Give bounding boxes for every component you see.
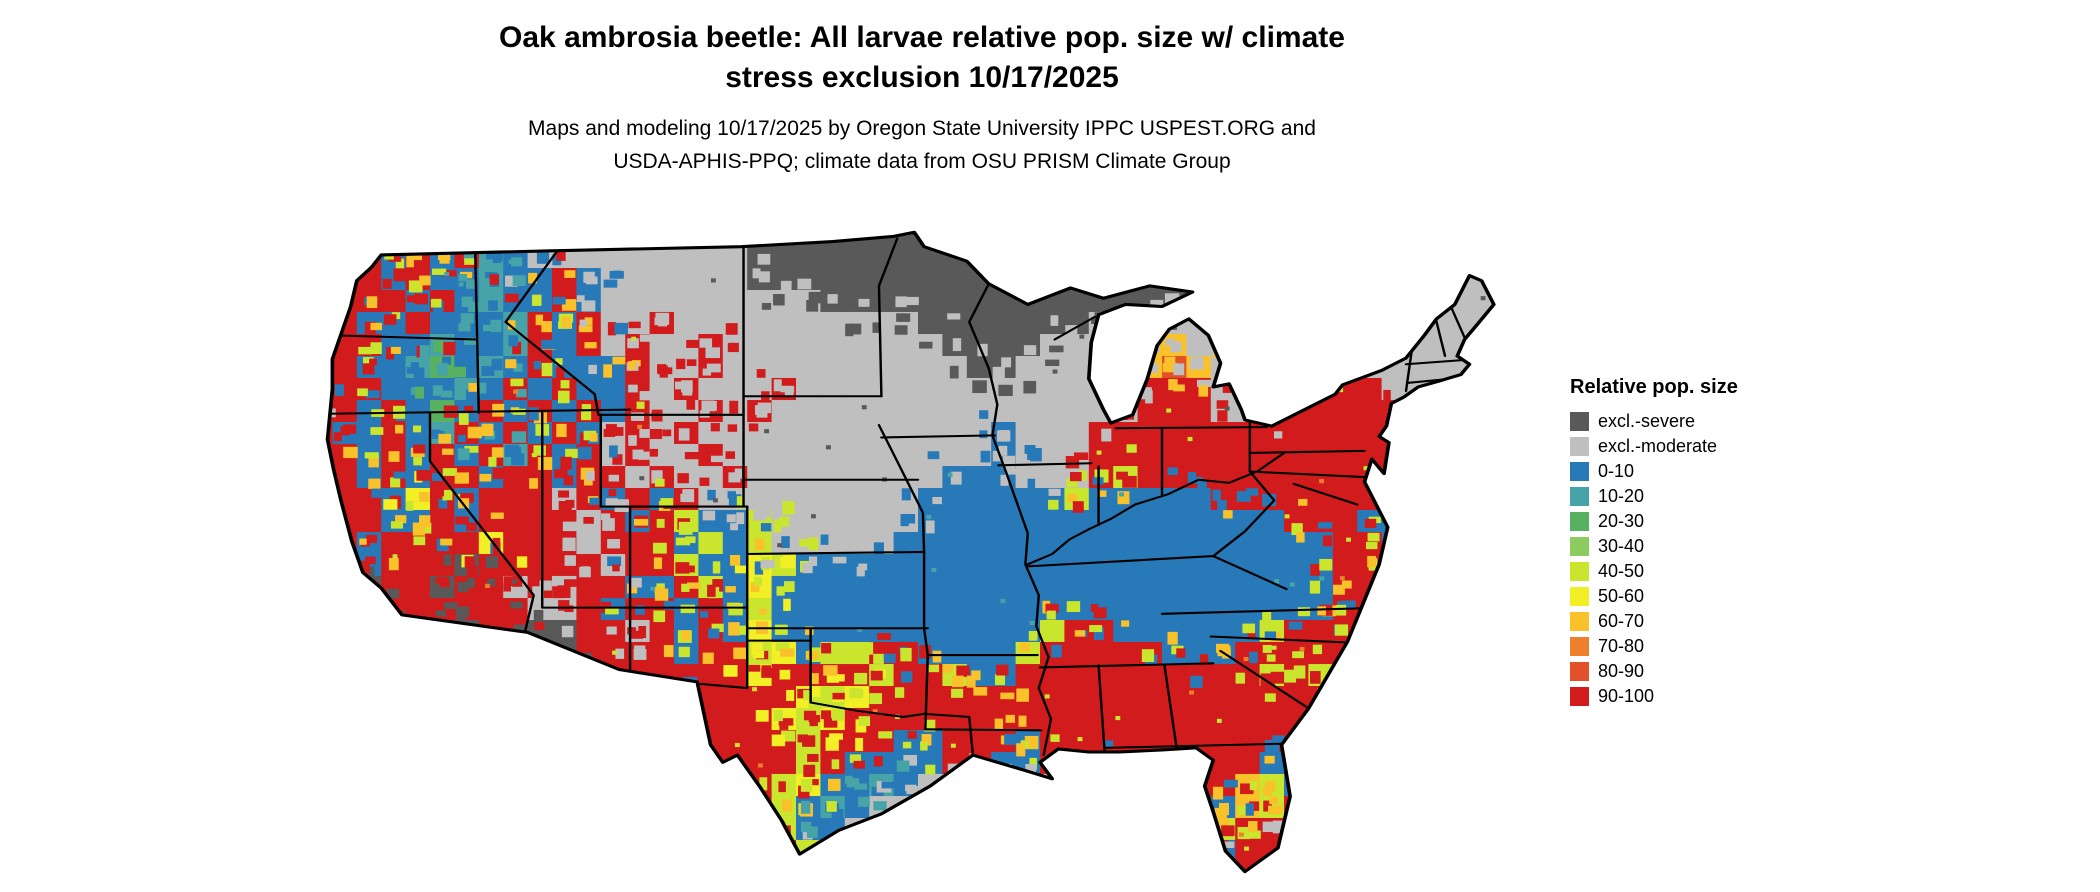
- legend-item: 30-40: [1570, 534, 1820, 559]
- legend-swatch: [1570, 462, 1589, 481]
- legend-item: 90-100: [1570, 684, 1820, 709]
- legend-swatch: [1570, 487, 1589, 506]
- legend-item-label: 70-80: [1598, 636, 1645, 656]
- legend-title: Relative pop. size: [1570, 376, 1738, 398]
- legend-swatch: [1570, 562, 1589, 581]
- legend-item: 40-50: [1570, 559, 1820, 584]
- legend-item: 10-20: [1570, 484, 1820, 509]
- us-choropleth-map: [325, 230, 1496, 874]
- legend-item-label: 80-90: [1598, 661, 1645, 681]
- legend-item: 20-30: [1570, 509, 1820, 534]
- map-title-line1: Oak ambrosia beetle: All larvae relative…: [499, 21, 1345, 54]
- map-title: Oak ambrosia beetle: All larvae relative…: [0, 18, 1844, 98]
- legend-item: 70-80: [1570, 634, 1820, 659]
- map-subtitle-line2: USDA-APHIS-PPQ; climate data from OSU PR…: [613, 150, 1231, 173]
- population-raster: [327, 232, 1494, 872]
- legend-swatch: [1570, 637, 1589, 656]
- legend-swatch: [1570, 687, 1589, 706]
- legend-swatch: [1570, 612, 1589, 631]
- legend: Relative pop. size excl.-severe excl.-mod…: [1570, 376, 1820, 709]
- legend-swatch: [1570, 512, 1589, 531]
- legend-item: 50-60: [1570, 584, 1820, 609]
- header: Oak ambrosia beetle: All larvae relative…: [0, 18, 1844, 178]
- legend-swatch: [1570, 537, 1589, 556]
- us-outline: [325, 230, 1496, 874]
- legend-item: excl.-moderate: [1570, 434, 1820, 459]
- legend-item: 80-90: [1570, 659, 1820, 684]
- map-title-line2: stress exclusion 10/17/2025: [725, 61, 1119, 94]
- legend-item-label: 90-100: [1598, 686, 1655, 706]
- legend-item-label: excl.-severe: [1598, 411, 1696, 431]
- map-subtitle: Maps and modeling 10/17/2025 by Oregon S…: [0, 112, 1844, 178]
- legend-item: excl.-severe: [1570, 409, 1820, 434]
- legend-list: excl.-severe excl.-moderate 0-10 10-20 20-30…: [1570, 409, 1820, 709]
- us-map-container: [308, 224, 1528, 884]
- legend-item-label: 0-10: [1598, 461, 1635, 481]
- map-subtitle-line1: Maps and modeling 10/17/2025 by Oregon S…: [528, 117, 1316, 140]
- legend-item: 60-70: [1570, 609, 1820, 634]
- legend-item-label: 20-30: [1598, 511, 1645, 531]
- state-borders: [327, 237, 1466, 757]
- legend-swatch: [1570, 437, 1589, 456]
- legend-swatch: [1570, 587, 1589, 606]
- legend-item-label: 10-20: [1598, 486, 1645, 506]
- legend-item-label: 30-40: [1598, 536, 1645, 556]
- legend-item: 0-10: [1570, 459, 1820, 484]
- legend-item-label: 60-70: [1598, 611, 1645, 631]
- legend-swatch: [1570, 662, 1589, 681]
- legend-item-label: 50-60: [1598, 586, 1645, 606]
- legend-item-label: 40-50: [1598, 561, 1645, 581]
- legend-item-label: excl.-moderate: [1598, 436, 1718, 456]
- legend-swatch: [1570, 412, 1589, 431]
